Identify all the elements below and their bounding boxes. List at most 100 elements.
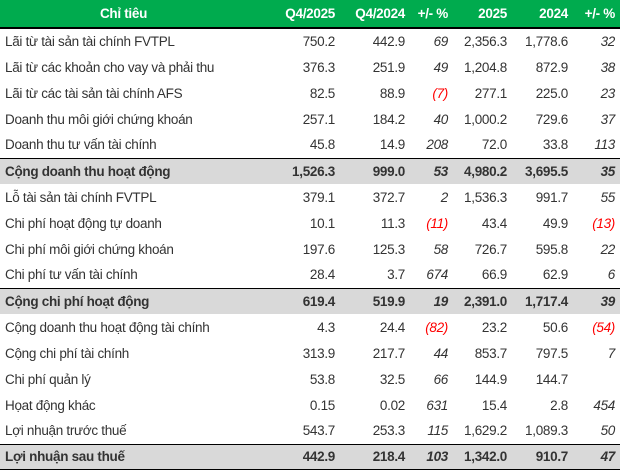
cell-chg-year-pct: 454 bbox=[593, 397, 615, 413]
cell-q4-2025: 313.9 bbox=[302, 345, 336, 361]
cell-chg-quarter-pct: 208 bbox=[426, 137, 448, 153]
cell-year-2024: 62.9 bbox=[542, 267, 568, 283]
table-row: Chi phí tư vấn tài chính 28.4 3.7 674 66.9 62… bbox=[0, 262, 620, 288]
cell-q4-2024: 3.7 bbox=[387, 267, 405, 283]
cell-chg-quarter-pct: 66 bbox=[433, 371, 449, 387]
cell-year-2024: 49.9 bbox=[542, 215, 568, 231]
row-label: Cộng chi phí tài chính bbox=[5, 345, 129, 361]
table-row: Doanh thu môi giới chứng khoán 257.1 184.2… bbox=[0, 106, 620, 132]
cell-chg-quarter-pct: 44 bbox=[433, 345, 449, 361]
cell-chg-year-pct: 22 bbox=[600, 241, 616, 257]
cell-chg-quarter-pct: 115 bbox=[427, 423, 448, 439]
cell-chg-quarter-pct: 53 bbox=[410, 158, 453, 184]
cell-year-2025: 66.9 bbox=[481, 267, 507, 283]
row-label: Lợi nhuận sau thuế bbox=[0, 444, 247, 470]
row-label: Chi phí môi giới chứng khoán bbox=[5, 241, 174, 257]
cell-year-2025: 43.4 bbox=[481, 215, 507, 231]
cell-q4-2025: 1,526.3 bbox=[247, 158, 340, 184]
cell-q4-2025: 4.3 bbox=[317, 319, 335, 335]
cell-year-2024: 3,695.5 bbox=[512, 158, 573, 184]
cell-chg-year-pct: 6 bbox=[607, 267, 616, 283]
cell-chg-quarter-pct: 631 bbox=[426, 397, 448, 413]
cell-year-2025: 2,391.0 bbox=[453, 288, 512, 314]
cell-q4-2024: 253.3 bbox=[372, 423, 406, 439]
cell-year-2024: 729.6 bbox=[535, 111, 569, 127]
cell-chg-year-pct: 32 bbox=[600, 34, 616, 49]
cell-q4-2025: 197.6 bbox=[302, 241, 336, 257]
cell-chg-year-pct: 23 bbox=[600, 85, 616, 101]
cell-chg-quarter-pct: (7) bbox=[432, 85, 448, 101]
cell-year-2025: 1,342.0 bbox=[453, 444, 512, 470]
row-label: Cộng chi phí hoạt động bbox=[0, 288, 247, 314]
table-row: Lãi từ tài sản tài chính FVTPL 750.2 442.9… bbox=[0, 28, 620, 54]
cell-chg-year-pct: (54) bbox=[592, 319, 615, 335]
cell-q4-2024: 32.5 bbox=[379, 371, 405, 387]
cell-chg-quarter-pct: 40 bbox=[433, 111, 449, 127]
row-label: Chi phí hoạt động tự doanh bbox=[5, 215, 162, 231]
cell-q4-2025: 45.8 bbox=[309, 137, 335, 153]
cell-year-2025: 15.4 bbox=[481, 397, 507, 413]
header-q4-2025: Q4/2025 bbox=[247, 0, 340, 28]
cell-q4-2025: 750.2 bbox=[302, 34, 336, 49]
cell-year-2025: 1,629.2 bbox=[464, 423, 507, 439]
table-row: Doanh thu tư vấn tài chính 45.8 14.9 208 72.… bbox=[0, 132, 620, 158]
cell-chg-quarter-pct: 19 bbox=[410, 288, 453, 314]
cell-chg-quarter-pct: (82) bbox=[425, 319, 448, 335]
row-label: Lỗ tài sản tài chính FVTPL bbox=[5, 189, 157, 205]
cell-chg-year-pct: 50 bbox=[600, 423, 616, 439]
row-label: Doanh thu tư vấn tài chính bbox=[5, 137, 157, 153]
table-row: Chi phí môi giới chứng khoán 197.6 125.3 58… bbox=[0, 236, 620, 262]
cell-chg-year-pct: 37 bbox=[600, 111, 616, 127]
total-row: Lợi nhuận sau thuế 442.9 218.4 103 1,342.0 91… bbox=[0, 444, 620, 470]
row-label: Cộng doanh thu hoạt động tài chính bbox=[5, 319, 210, 335]
total-row: Cộng chi phí hoạt động 619.4 519.9 19 2,391.… bbox=[0, 288, 620, 314]
cell-chg-quarter-pct: 69 bbox=[433, 34, 449, 49]
cell-q4-2025: 82.5 bbox=[309, 85, 335, 101]
cell-year-2024: 225.0 bbox=[535, 85, 569, 101]
cell-q4-2024: 251.9 bbox=[372, 59, 406, 75]
row-label: Họat động khác bbox=[5, 397, 96, 413]
table-row: Chi phí hoạt động tự doanh 10.1 11.3 (11) 43… bbox=[0, 210, 620, 236]
cell-year-2024: 33.8 bbox=[542, 137, 568, 153]
row-label: Lãi từ các khoản cho vay và phải thu bbox=[5, 59, 215, 75]
cell-q4-2024: 519.9 bbox=[340, 288, 410, 314]
cell-year-2025: 72.0 bbox=[481, 137, 507, 153]
cell-q4-2025: 379.1 bbox=[302, 189, 336, 205]
cell-q4-2024: 11.3 bbox=[380, 215, 405, 231]
cell-year-2024: 991.7 bbox=[535, 189, 569, 205]
cell-chg-quarter-pct: 58 bbox=[433, 241, 449, 257]
cell-q4-2025: 619.4 bbox=[247, 288, 340, 314]
cell-q4-2024: 24.4 bbox=[379, 319, 405, 335]
header-chg-year-pct: +/- % bbox=[573, 0, 620, 28]
cell-q4-2024: 0.02 bbox=[379, 397, 405, 413]
cell-year-2024: 2.8 bbox=[550, 397, 568, 413]
cell-chg-year-pct: 47 bbox=[573, 444, 620, 470]
row-label: Cộng doanh thu hoạt động bbox=[0, 158, 247, 184]
row-label: Lãi từ các tài sản tài chính AFS bbox=[5, 85, 183, 101]
cell-chg-year-pct: (13) bbox=[592, 215, 615, 231]
table-row: Lãi từ các khoản cho vay và phải thu 376.… bbox=[0, 54, 620, 80]
cell-q4-2024: 14.9 bbox=[379, 137, 405, 153]
cell-year-2025: 726.7 bbox=[474, 241, 508, 257]
table-row: Cộng chi phí tài chính 313.9 217.7 44 853.7 7… bbox=[0, 340, 620, 366]
header-criteria: Chỉ tiêu bbox=[0, 0, 247, 28]
header-row: Chỉ tiêu Q4/2025 Q4/2024 +/- % 2025 2024… bbox=[0, 0, 620, 28]
cell-q4-2024: 217.7 bbox=[372, 345, 406, 361]
cell-q4-2025: 0.15 bbox=[309, 397, 335, 413]
cell-year-2025: 1,536.3 bbox=[464, 189, 507, 205]
cell-year-2024: 1,089.3 bbox=[525, 423, 568, 439]
cell-q4-2024: 442.9 bbox=[372, 34, 406, 49]
header-chg-quarter-pct: +/- % bbox=[410, 0, 453, 28]
cell-year-2025: 23.2 bbox=[481, 319, 507, 335]
cell-year-2025: 277.1 bbox=[474, 85, 508, 101]
cell-chg-quarter-pct: 103 bbox=[410, 444, 453, 470]
table-header: Chỉ tiêu Q4/2025 Q4/2024 +/- % 2025 2024… bbox=[0, 0, 620, 28]
cell-year-2025: 144.9 bbox=[474, 371, 508, 387]
cell-q4-2025: 543.7 bbox=[302, 423, 336, 439]
cell-chg-year-pct: 35 bbox=[573, 158, 620, 184]
cell-q4-2024: 372.7 bbox=[372, 189, 406, 205]
cell-q4-2024: 999.0 bbox=[340, 158, 410, 184]
cell-chg-year-pct: 55 bbox=[600, 189, 616, 205]
cell-q4-2025: 257.1 bbox=[302, 111, 336, 127]
cell-chg-quarter-pct: 674 bbox=[426, 267, 448, 283]
